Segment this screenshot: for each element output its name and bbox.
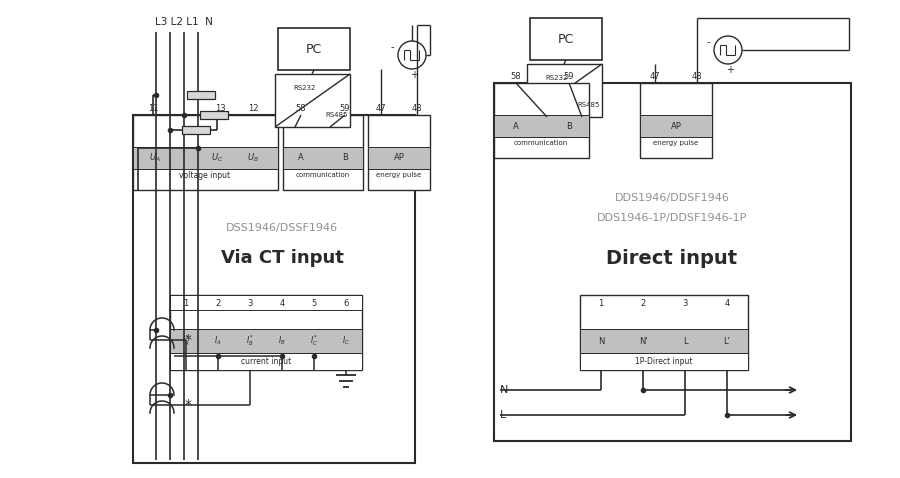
Text: communication: communication (296, 172, 350, 178)
Text: L: L (500, 410, 506, 420)
Text: 1P-Direct input: 1P-Direct input (635, 358, 693, 367)
Text: N: N (500, 385, 508, 395)
Text: -: - (706, 37, 710, 47)
Bar (133, 147, 278, 169)
Bar (278, 28, 350, 70)
Bar (187, 91, 215, 99)
Text: 1: 1 (184, 298, 189, 307)
Text: 13: 13 (215, 104, 225, 112)
Bar (182, 126, 210, 134)
Text: L3 L2 L1  N: L3 L2 L1 N (155, 17, 213, 27)
Text: RS485: RS485 (578, 102, 600, 108)
Bar (494, 115, 589, 137)
Text: 2: 2 (215, 298, 220, 307)
Text: N': N' (639, 337, 647, 346)
Text: communication: communication (514, 140, 568, 146)
Bar (494, 83, 589, 158)
Bar (527, 64, 602, 117)
Text: -: - (391, 42, 394, 52)
Text: Direct input: Direct input (607, 249, 738, 268)
Text: 11: 11 (148, 104, 158, 112)
Text: $U_B$: $U_B$ (248, 152, 259, 164)
Text: L': L' (724, 337, 731, 346)
Text: $I_B^*$: $I_B^*$ (246, 334, 255, 348)
Text: 4: 4 (724, 298, 730, 307)
Text: *: * (184, 333, 192, 347)
Bar (283, 147, 363, 169)
Text: Via CT input: Via CT input (220, 249, 344, 267)
Text: 48: 48 (411, 104, 422, 112)
Bar (368, 115, 430, 190)
Text: PC: PC (558, 33, 574, 45)
Text: DDS1946/DDSF1946: DDS1946/DDSF1946 (615, 193, 729, 203)
Bar (275, 74, 350, 127)
Text: 5: 5 (311, 298, 317, 307)
Text: $I_C^*$: $I_C^*$ (310, 334, 319, 348)
Text: 58: 58 (510, 72, 521, 80)
Text: $I_A$: $I_A$ (214, 335, 221, 347)
Text: PC: PC (306, 43, 322, 55)
Text: L: L (683, 337, 688, 346)
Text: 12: 12 (248, 104, 258, 112)
Text: 47: 47 (650, 72, 661, 80)
Text: 3: 3 (682, 298, 688, 307)
Text: RS232: RS232 (545, 75, 567, 81)
Text: 58: 58 (296, 104, 306, 112)
Bar (170, 295, 362, 310)
Bar (170, 353, 362, 370)
Text: 59: 59 (563, 72, 574, 80)
Text: RS485: RS485 (326, 112, 348, 118)
Bar (200, 111, 228, 119)
Bar (580, 329, 748, 353)
Text: *: * (184, 398, 192, 412)
Text: 47: 47 (375, 104, 386, 112)
Text: B: B (342, 153, 348, 163)
Text: energy pulse: energy pulse (653, 140, 698, 146)
Bar (640, 115, 712, 137)
Bar (133, 115, 415, 463)
Text: 4: 4 (279, 298, 284, 307)
Text: DDS1946-1P/DDSF1946-1P: DDS1946-1P/DDSF1946-1P (597, 213, 747, 223)
Text: 1: 1 (598, 298, 604, 307)
Text: 48: 48 (692, 72, 702, 80)
Text: DSS1946/DSSF1946: DSS1946/DSSF1946 (226, 223, 338, 233)
Text: B: B (566, 121, 572, 130)
Text: 3: 3 (248, 298, 253, 307)
Text: 2: 2 (641, 298, 645, 307)
Bar (170, 329, 362, 353)
Text: AP: AP (393, 153, 404, 163)
Bar (494, 83, 851, 441)
Text: +: + (726, 65, 734, 75)
Bar (133, 115, 278, 190)
Bar (640, 83, 712, 158)
Text: 6: 6 (343, 298, 348, 307)
Text: voltage input: voltage input (179, 171, 230, 180)
Text: $I_C$: $I_C$ (342, 335, 350, 347)
Text: A: A (298, 153, 304, 163)
Bar (580, 353, 748, 370)
Text: current input: current input (241, 358, 291, 367)
Text: N: N (598, 337, 604, 346)
Bar (283, 115, 363, 190)
Text: $I_B$: $I_B$ (278, 335, 286, 347)
Text: $I_A^*$: $I_A^*$ (182, 334, 190, 348)
Bar (368, 147, 430, 169)
Text: 59: 59 (340, 104, 350, 112)
Text: AP: AP (670, 121, 681, 130)
Bar (170, 295, 362, 370)
Text: A: A (513, 121, 519, 130)
Text: $U_A$: $U_A$ (149, 152, 161, 164)
Bar (580, 295, 748, 370)
Bar (530, 18, 602, 60)
Text: RS232: RS232 (293, 85, 315, 91)
Text: +: + (410, 70, 418, 80)
Text: energy pulse: energy pulse (376, 172, 421, 178)
Text: $U_C$: $U_C$ (211, 152, 223, 164)
